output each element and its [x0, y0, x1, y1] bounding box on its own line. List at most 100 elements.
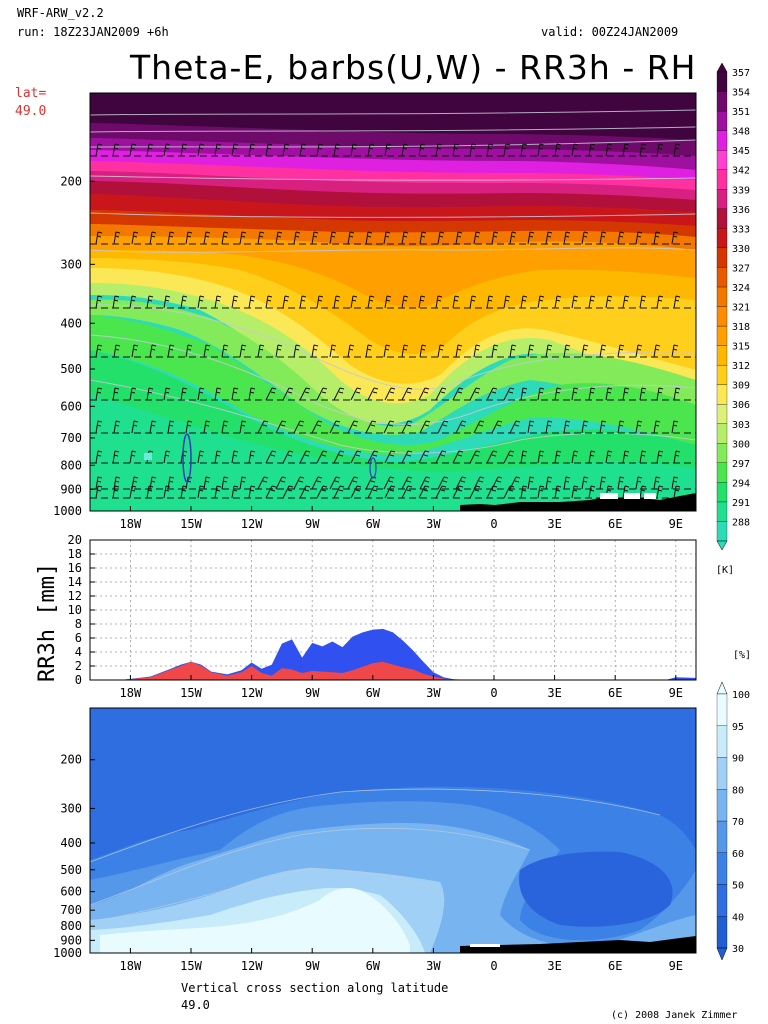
colorbar-swatch — [716, 189, 728, 209]
x-tick-label: 6W — [366, 686, 381, 700]
wind-barb — [95, 420, 103, 434]
wind-barb — [384, 450, 396, 464]
wind-barb — [605, 450, 613, 464]
colorbar-label: 100 — [732, 690, 750, 701]
wind-barb — [509, 231, 517, 245]
wind-barb — [282, 295, 290, 309]
wind-barb — [656, 450, 664, 464]
y-tick-label: 700 — [60, 903, 82, 917]
x-tick-label: 6W — [366, 959, 381, 973]
wind-barb — [214, 450, 222, 464]
wind-barb — [671, 476, 679, 490]
wind-barb — [622, 450, 630, 464]
wind-barb — [282, 387, 294, 401]
wind-barbs — [95, 143, 681, 499]
wind-barb — [311, 231, 319, 245]
rh-panel — [90, 708, 696, 953]
wind-barb — [383, 420, 395, 434]
wind-barb — [149, 420, 157, 434]
colorbar-label: 309 — [732, 381, 750, 392]
x-tick-label: 9E — [669, 517, 683, 531]
wind-barb — [129, 450, 137, 464]
wind-barb — [537, 450, 545, 464]
wind-barb — [418, 143, 426, 157]
colorbar-label: 90 — [732, 754, 744, 765]
wind-barb — [367, 450, 379, 464]
terrain-snow — [624, 493, 640, 499]
thetae-cold-patch — [144, 453, 152, 460]
colorbar-swatch — [716, 443, 728, 463]
wind-barb — [214, 387, 222, 401]
colorbar-label: 306 — [732, 400, 750, 411]
footer-caption: Vertical cross section along latitude — [181, 981, 449, 995]
colorbar-swatch — [716, 423, 728, 444]
wind-barb — [527, 476, 535, 490]
wind-barb — [163, 450, 171, 464]
wind-barb — [293, 231, 301, 245]
wind-barb — [167, 344, 175, 358]
thetae-band-297 — [90, 315, 696, 455]
wind-barb — [163, 485, 171, 499]
wind-barb — [554, 387, 562, 401]
colorbar-arrow-bottom — [716, 540, 728, 551]
wind-barb — [180, 295, 188, 309]
wind-barb — [299, 295, 307, 309]
wind-barb — [599, 476, 607, 490]
wind-barb — [275, 231, 283, 245]
wind-barb — [639, 387, 647, 401]
wind-barb — [384, 143, 392, 157]
wind-barb — [455, 420, 467, 434]
colorbar-label: 70 — [732, 817, 744, 828]
colorbar-label: 351 — [732, 107, 750, 118]
wind-barb — [563, 420, 571, 434]
colorbar-swatch — [716, 364, 728, 385]
colorbar-swatch — [716, 521, 728, 542]
wind-barb — [112, 485, 120, 499]
wind-barb — [437, 231, 445, 245]
wind-barb — [469, 143, 477, 157]
wind-barb — [554, 450, 562, 464]
wind-barb — [203, 420, 211, 434]
wind-barb — [180, 387, 188, 401]
rh-frame — [89, 707, 697, 954]
colorbar-swatch — [716, 757, 728, 790]
wind-barb — [554, 485, 562, 499]
wind-barb — [653, 344, 661, 358]
colorbar-label: 345 — [732, 146, 750, 157]
y-tick-label: 900 — [60, 933, 82, 947]
wind-barb — [588, 485, 596, 499]
wind-barb — [149, 344, 157, 358]
wind-barb — [299, 387, 311, 401]
wind-barb — [365, 344, 373, 358]
wind-barb — [673, 143, 681, 157]
rh-x-axis: 18W 15W 12W 9W 6W 3W 0 3E 6E 9E — [120, 948, 683, 973]
rr3h-series-0-area — [90, 628, 696, 680]
wind-barb — [452, 450, 464, 464]
wind-barb — [639, 450, 647, 464]
wind-barb — [473, 231, 481, 245]
wind-barb — [185, 420, 193, 434]
colorbar-arrow-bottom — [716, 947, 728, 961]
wind-barb — [367, 295, 375, 309]
wind-barb — [452, 295, 460, 309]
wind-barb — [653, 420, 661, 434]
colorbar-swatch — [716, 71, 728, 92]
y-tick-label: 800 — [60, 919, 82, 933]
colorbar-swatch — [716, 150, 728, 170]
colorbar-swatch — [716, 91, 728, 112]
x-tick-label: 12W — [241, 959, 263, 973]
y-tick-label: 8 — [75, 617, 82, 631]
terrain-snow — [644, 493, 656, 499]
wind-barb — [293, 344, 301, 358]
wind-barb — [231, 450, 239, 464]
wind-barb — [95, 295, 103, 309]
wind-barb — [384, 485, 396, 499]
wind-barb — [520, 450, 528, 464]
wind-barb — [520, 295, 528, 309]
colorbar-label: 339 — [732, 185, 750, 196]
wind-barb — [653, 231, 661, 245]
wind-barb — [197, 295, 205, 309]
colorbar-swatch — [716, 110, 728, 131]
wind-barb — [418, 387, 430, 401]
